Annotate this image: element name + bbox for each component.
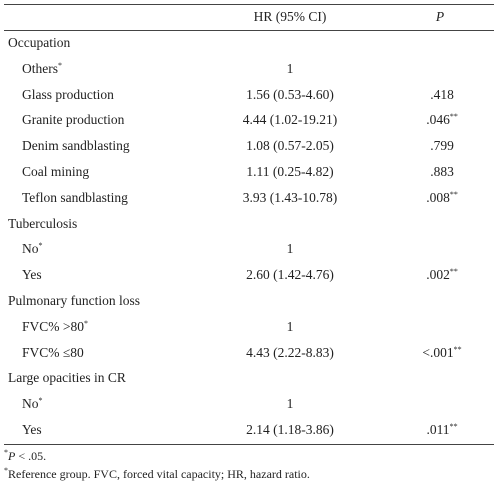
row-label: FVC% ≤80	[22, 345, 84, 361]
row-label-text: Coal mining	[22, 164, 90, 179]
p-value: .046**	[426, 112, 458, 128]
hr-value: 4.43 (2.22-8.83)	[246, 344, 334, 360]
row-label: Teflon sandblasting	[22, 190, 128, 206]
footnote-italic: P	[8, 448, 16, 463]
row-label: Glass production	[22, 87, 114, 103]
row-label-text: Teflon sandblasting	[22, 189, 128, 205]
row-label: No*	[22, 241, 43, 257]
row-label: Coal mining	[22, 164, 89, 180]
hr-value: 1	[286, 241, 294, 257]
row-label-text: Yes	[22, 267, 42, 283]
p-value-text: .046	[426, 112, 450, 128]
footnote: *Reference group. FVC, forced vital capa…	[4, 466, 310, 482]
row-label-text: Denim sandblasting	[22, 138, 130, 154]
column-header: HR (95% CI)	[253, 9, 327, 24]
header-rule	[4, 30, 494, 31]
row-label-text: FVC% >80	[22, 318, 84, 334]
hr-value: 1	[286, 396, 294, 412]
row-label-text: Others	[22, 60, 58, 76]
p-value-text: .002	[426, 267, 450, 283]
column-header: P	[435, 9, 445, 24]
p-value-text: .799	[430, 138, 454, 154]
footnote-mark: *	[58, 60, 62, 70]
hr-value: 2.14 (1.18-3.86)	[246, 422, 334, 437]
row-label: Granite production	[22, 112, 124, 128]
row-label-text: No	[22, 241, 39, 257]
p-value: .002**	[426, 267, 458, 283]
section-label: Pulmonary function loss	[8, 293, 140, 308]
significance-mark: **	[449, 422, 458, 431]
footnote-text: < .05.	[15, 448, 47, 463]
section-label: Large opacities in CR	[8, 370, 126, 386]
p-value: .008**	[426, 190, 458, 206]
footnote-mark: *	[38, 241, 43, 251]
section-label: Occupation	[8, 35, 71, 50]
section-label: Tuberculosis	[8, 215, 78, 231]
row-label-text: FVC% ≤80	[22, 344, 84, 360]
significance-mark: **	[449, 267, 458, 277]
p-value: .011**	[426, 422, 457, 438]
row-label-text: No	[22, 396, 39, 412]
p-value-text: .883	[430, 164, 454, 179]
p-value-text: .008	[426, 189, 450, 205]
row-label: Denim sandblasting	[22, 138, 130, 154]
significance-mark: **	[453, 344, 462, 354]
p-value-text: .418	[430, 86, 454, 102]
p-value: .418	[430, 87, 454, 103]
hr-value: 1.11 (0.25-4.82)	[246, 164, 334, 179]
p-value: <.001**	[422, 345, 461, 361]
hr-value: 1.56 (0.53-4.60)	[246, 86, 334, 102]
hr-value: 1	[286, 60, 294, 76]
row-label: Yes	[22, 267, 42, 283]
footnote-text: Reference group. FVC, forced vital capac…	[8, 466, 310, 481]
footnote-mark: *	[4, 465, 8, 475]
p-value-text: <.001	[422, 344, 454, 360]
row-label: Others*	[22, 61, 62, 77]
footnote-mark: *	[38, 396, 43, 406]
footnote-mark: *	[84, 318, 88, 328]
p-value: .799	[430, 138, 454, 154]
significance-mark: **	[449, 189, 458, 199]
p-value: .883	[430, 164, 454, 180]
footnote-mark: *	[4, 447, 8, 457]
hr-value: 1.08 (0.57-2.05)	[246, 138, 334, 154]
hr-value: 2.60 (1.42-4.76)	[246, 267, 334, 283]
hr-value: 4.44 (1.02-19.21)	[242, 112, 338, 128]
p-value-text: .011	[426, 422, 450, 437]
row-label: No*	[22, 396, 43, 412]
row-label-text: Yes	[22, 422, 42, 437]
footnote: *P < .05.	[4, 448, 46, 464]
row-label: Yes	[22, 422, 42, 438]
hr-value: 3.93 (1.43-10.78)	[242, 189, 338, 205]
top-rule	[4, 4, 494, 5]
significance-mark: **	[449, 112, 458, 122]
hr-value: 1	[286, 318, 294, 334]
row-label: FVC% >80*	[22, 319, 88, 335]
row-label-text: Granite production	[22, 112, 125, 128]
bottom-rule	[4, 443, 494, 445]
row-label-text: Glass production	[22, 86, 114, 102]
